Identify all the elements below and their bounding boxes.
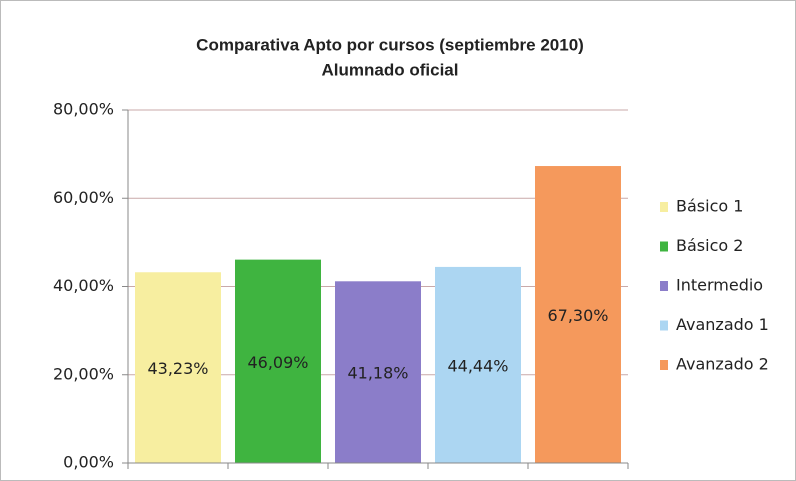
y-tick-label: 80,00% <box>53 100 114 119</box>
legend-swatch <box>660 241 668 252</box>
legend-swatch <box>660 281 668 291</box>
chart-title: Comparativa Apto por cursos (septiembre … <box>196 35 584 54</box>
legend-label: Básico 2 <box>676 236 743 255</box>
bar <box>335 281 421 463</box>
bar <box>135 272 221 463</box>
legend-swatch <box>660 320 668 331</box>
bar <box>235 259 321 463</box>
data-label: 46,09% <box>247 353 308 372</box>
legend-swatch <box>660 360 668 370</box>
data-label: 44,44% <box>447 356 508 375</box>
y-tick-label: 0,00% <box>63 453 114 472</box>
legend-label: Básico 1 <box>676 197 743 216</box>
y-tick-label: 20,00% <box>53 364 114 383</box>
bar <box>435 266 521 463</box>
legend-label: Avanzado 2 <box>676 355 769 374</box>
legend-swatch <box>660 202 668 212</box>
data-label: 43,23% <box>147 359 208 378</box>
legend-label: Intermedio <box>676 276 763 295</box>
data-label: 67,30% <box>547 306 608 325</box>
y-tick-label: 60,00% <box>53 188 114 207</box>
bar <box>535 166 621 463</box>
legend-label: Avanzado 1 <box>676 315 769 334</box>
data-label: 41,18% <box>347 364 408 383</box>
y-tick-label: 40,00% <box>53 276 114 295</box>
chart-subtitle: Alumnado oficial <box>322 60 459 79</box>
